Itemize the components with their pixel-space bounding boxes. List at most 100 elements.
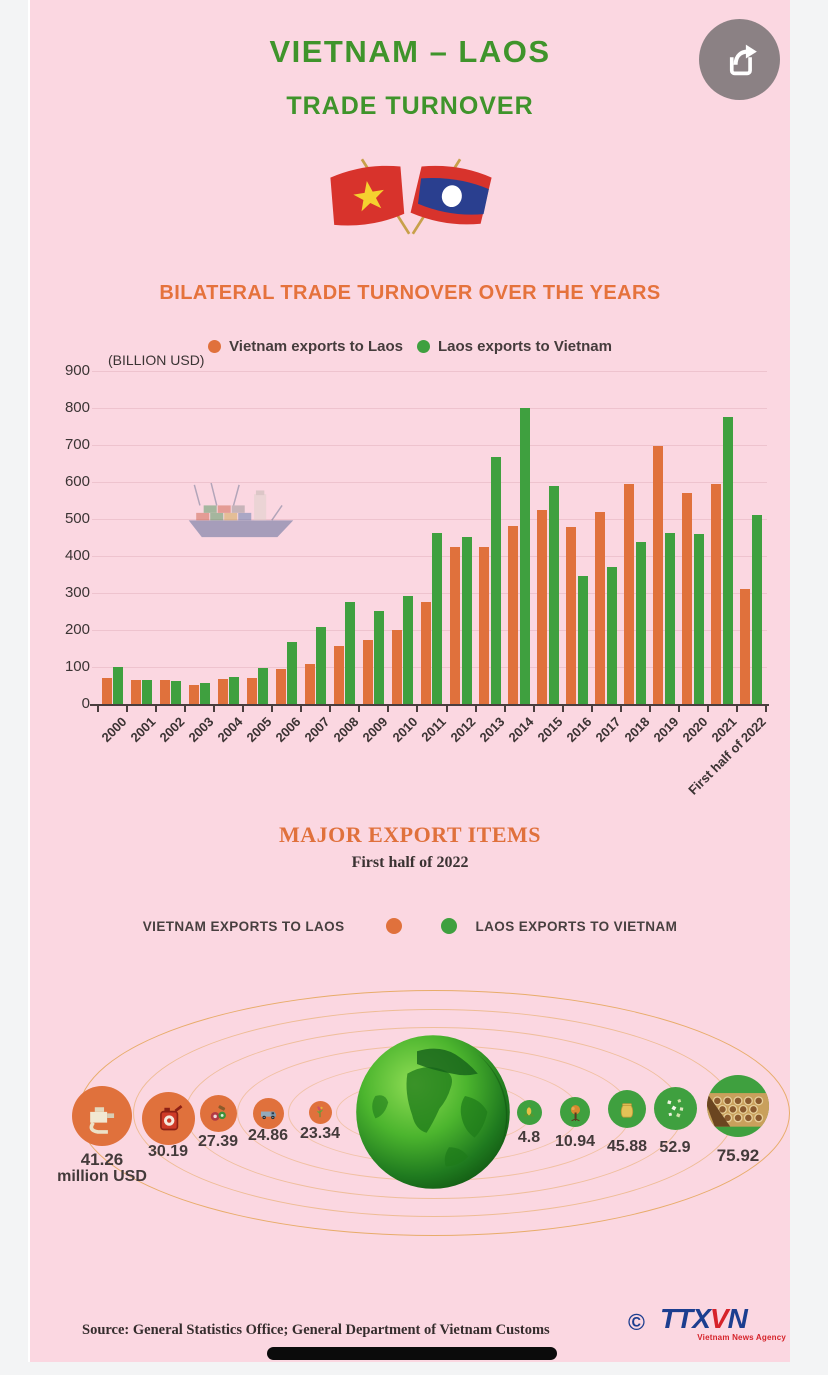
corn-icon — [523, 1104, 535, 1117]
axis-tick — [503, 706, 506, 712]
export-legend-label-vietnam: VIETNAM EXPORTS TO LAOS — [142, 918, 345, 934]
x-axis-label: 2013 — [476, 714, 508, 746]
bar-vietnam-exports — [624, 484, 635, 704]
export-item-unit: million USD — [57, 1168, 147, 1185]
y-axis-label: 0 — [81, 695, 90, 712]
legend-label-vietnam: Vietnam exports to Laos — [229, 338, 403, 355]
export-item-value: 4.8 — [517, 1129, 541, 1146]
bar-laos-exports — [548, 486, 559, 704]
legend-dot-laos — [417, 340, 430, 353]
export-section-title: MAJOR EXPORT ITEMS — [278, 822, 542, 847]
machinery-gears-icon — [210, 1104, 226, 1121]
bar-laos-exports — [258, 667, 269, 704]
x-axis-label: 2002 — [156, 714, 188, 746]
x-axis-line — [90, 704, 769, 706]
export-legend-label-laos: LAOS EXPORTS TO VIETNAM — [475, 918, 678, 934]
y-axis-label: 600 — [64, 473, 90, 490]
bar-laos-exports — [287, 642, 298, 704]
bar-vietnam-exports — [682, 492, 693, 704]
bar-laos-exports — [519, 408, 530, 704]
bar-vietnam-exports — [246, 678, 257, 704]
bar-laos-exports — [229, 676, 240, 704]
export-item-value: 30.19 — [147, 1143, 189, 1160]
export-item-value: 45.88 — [606, 1138, 648, 1155]
rubber-tree-icon — [570, 1104, 580, 1121]
bar-vietnam-exports — [362, 640, 373, 704]
bar-laos-exports — [171, 681, 182, 704]
logo-caption: Vietnam News Agency — [697, 1333, 786, 1342]
axis-tick — [126, 706, 129, 712]
bar-laos-exports — [345, 601, 356, 704]
copyright-icon: © — [628, 1309, 645, 1335]
x-axis-label: 2017 — [592, 714, 624, 746]
axis-tick — [445, 706, 448, 712]
ore-minerals-icon — [666, 1098, 683, 1117]
bar-vietnam-exports — [217, 678, 228, 704]
bar-vietnam-exports — [304, 664, 315, 704]
bar-laos-exports — [606, 567, 617, 704]
x-axis-label: 2006 — [272, 714, 304, 746]
infographic-card: VIETNAM – LAOS TRADE TURNOVER BILATERAL … — [28, 0, 790, 1362]
vietnam-flag-icon — [330, 165, 405, 226]
axis-tick — [619, 706, 622, 712]
y-axis-label: 100 — [64, 658, 90, 675]
crossed-flags — [330, 158, 492, 235]
x-axis-label: 2010 — [388, 714, 421, 746]
x-axis-label: 2007 — [301, 714, 333, 746]
export-legend-dot-laos — [440, 918, 457, 934]
home-indicator-bar[interactable] — [267, 1347, 557, 1360]
gridline — [92, 445, 767, 446]
page-title: VIETNAM – LAOS — [269, 34, 551, 69]
axis-tick — [97, 706, 99, 712]
bar-vietnam-exports — [479, 547, 490, 704]
bar-vietnam-exports — [333, 645, 344, 704]
x-axis-label: 2020 — [679, 714, 711, 746]
x-axis-label: 2008 — [330, 714, 362, 746]
source-note: Source: General Statistics Office; Gener… — [82, 1322, 550, 1338]
share-button[interactable] — [699, 19, 780, 100]
bar-vietnam-exports — [653, 445, 664, 704]
bar-vietnam-exports — [130, 680, 141, 704]
bar-laos-exports — [200, 682, 211, 704]
vietnam-export-item-circle — [141, 1091, 195, 1145]
export-item-value: 24.86 — [247, 1127, 289, 1144]
export-item-value: 10.94 — [554, 1133, 596, 1150]
bar-vietnam-exports — [420, 601, 431, 704]
axis-tick — [184, 706, 187, 712]
export-item-value: 23.34 — [299, 1125, 341, 1142]
export-legend-dot-vietnam — [385, 918, 402, 934]
axis-tick — [706, 706, 709, 712]
globe-icon — [356, 1035, 510, 1189]
news-agency-logo: © TTXVN Vietnam News Agency — [628, 1303, 788, 1348]
x-axis-label: 2000 — [98, 714, 130, 746]
bar-vietnam-exports — [188, 684, 199, 704]
axis-tick — [677, 706, 680, 712]
x-axis-label: 2016 — [563, 714, 595, 746]
x-axis-label: 2005 — [243, 714, 275, 746]
gridline — [92, 519, 767, 520]
bar-laos-exports — [113, 666, 123, 704]
bar-laos-exports — [693, 534, 704, 704]
x-axis-label: 2003 — [185, 714, 217, 746]
axis-tick — [561, 706, 564, 712]
x-axis-label: 2014 — [505, 714, 537, 746]
legend-dot-vietnam — [208, 340, 222, 353]
bar-vietnam-exports — [595, 511, 606, 704]
axis-tick — [271, 706, 274, 712]
y-axis-label: 500 — [64, 510, 90, 527]
bar-laos-exports — [432, 533, 443, 704]
gridline — [92, 371, 767, 372]
bar-vietnam-exports — [740, 589, 751, 704]
fertilizer-plant-icon — [317, 1106, 323, 1118]
bar-laos-exports — [316, 627, 327, 704]
y-axis-label: 400 — [64, 547, 90, 564]
axis-tick — [242, 706, 245, 712]
export-item-value: 75.92 — [716, 1146, 760, 1165]
chart-section-title: BILATERAL TRADE TURNOVER OVER THE YEARS — [159, 282, 661, 304]
fuel-can-icon — [159, 1104, 182, 1130]
x-axis-label: 2019 — [650, 714, 682, 746]
y-axis-label: 200 — [64, 621, 90, 638]
vietnam-export-item-circle — [72, 1086, 132, 1146]
axis-tick — [329, 706, 332, 712]
